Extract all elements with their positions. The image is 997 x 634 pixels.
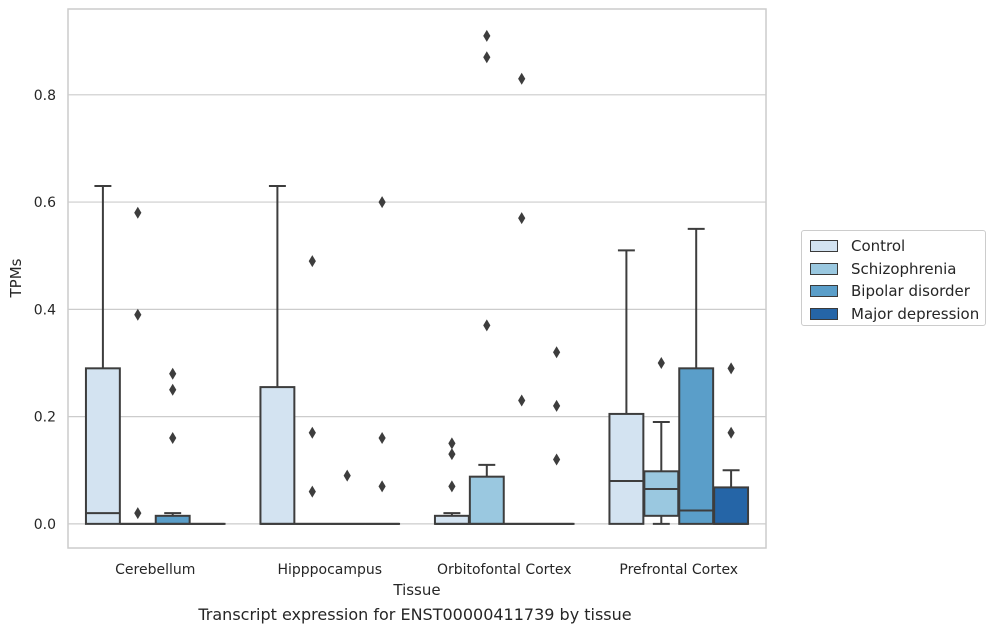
outlier-point <box>518 72 526 85</box>
y-tick-label: 0.4 <box>34 302 56 318</box>
y-tick-label: 0.8 <box>34 88 56 104</box>
legend-label: Control <box>851 237 906 256</box>
legend-item-control: Control <box>810 235 985 258</box>
box <box>713 486 750 525</box>
legend-label: Major depression <box>851 304 980 323</box>
legend-swatch-major-depression <box>810 307 838 320</box>
outlier-point <box>378 432 386 445</box>
outlier-point <box>448 437 456 450</box>
box <box>84 367 121 525</box>
legend-label: Bipolar disorder <box>851 282 970 301</box>
legend-item-bipolar-disorder: Bipolar disorder <box>810 280 985 303</box>
outlier-point <box>483 319 491 332</box>
outlier-point <box>308 426 316 439</box>
outlier-point <box>378 480 386 493</box>
box <box>259 386 296 525</box>
outlier-point <box>378 196 386 209</box>
y-tick-label: 0.2 <box>34 410 56 426</box>
x-tick-label: Prefrontal Cortex <box>619 562 738 578</box>
outlier-point <box>308 255 316 268</box>
outlier-point <box>448 448 456 461</box>
outlier-point <box>518 394 526 407</box>
outlier-point <box>657 356 665 369</box>
plot-frame <box>67 8 767 549</box>
outlier-point <box>727 426 735 439</box>
box <box>608 412 645 525</box>
box <box>678 367 715 525</box>
legend-label: Schizophrenia <box>851 259 957 278</box>
legend-item-major-depression: Major depression <box>810 303 985 326</box>
outlier-point <box>448 480 456 493</box>
x-axis-title: Tissue <box>392 581 440 599</box>
box <box>433 514 470 525</box>
outlier-point <box>553 399 561 412</box>
legend-swatch-bipolar-disorder <box>810 285 838 298</box>
legend-swatch-control <box>810 240 838 253</box>
outlier-point <box>308 485 316 498</box>
x-tick-label: Orbitofontal Cortex <box>437 562 572 578</box>
x-tick-label: Hipppocampus <box>277 562 382 578</box>
outlier-point <box>169 432 177 445</box>
legend-swatch-schizophrenia <box>810 262 838 275</box>
outlier-point <box>483 51 491 64</box>
box <box>643 470 680 517</box>
legend-item-schizophrenia: Schizophrenia <box>810 258 985 281</box>
outlier-layer <box>134 29 735 520</box>
box <box>468 475 505 525</box>
outlier-point <box>483 29 491 42</box>
grid-layer <box>68 94 766 525</box>
outlier-point <box>169 367 177 380</box>
outlier-point <box>727 362 735 375</box>
outlier-point <box>553 346 561 359</box>
chart-caption: Transcript expression for ENST0000041173… <box>198 605 632 624</box>
outlier-point <box>134 507 142 520</box>
legend: Control Schizophrenia Bipolar disorder M… <box>801 230 986 326</box>
box <box>154 514 191 525</box>
box-layer <box>84 184 750 525</box>
y-tick-label: 0.0 <box>34 517 56 533</box>
x-tick-label: Cerebellum <box>115 562 195 578</box>
y-tick-label: 0.6 <box>34 195 56 211</box>
outlier-point <box>518 212 526 225</box>
outlier-point <box>134 308 142 321</box>
y-axis-title: TPMs <box>7 258 25 298</box>
tick-layer: 0.0 0.2 0.4 0.6 0.8 Cerebellum Hipppocampus Orb… <box>34 88 738 578</box>
outlier-point <box>169 383 177 396</box>
outlier-point <box>553 453 561 466</box>
outlier-point <box>134 206 142 219</box>
outlier-point <box>343 469 351 482</box>
